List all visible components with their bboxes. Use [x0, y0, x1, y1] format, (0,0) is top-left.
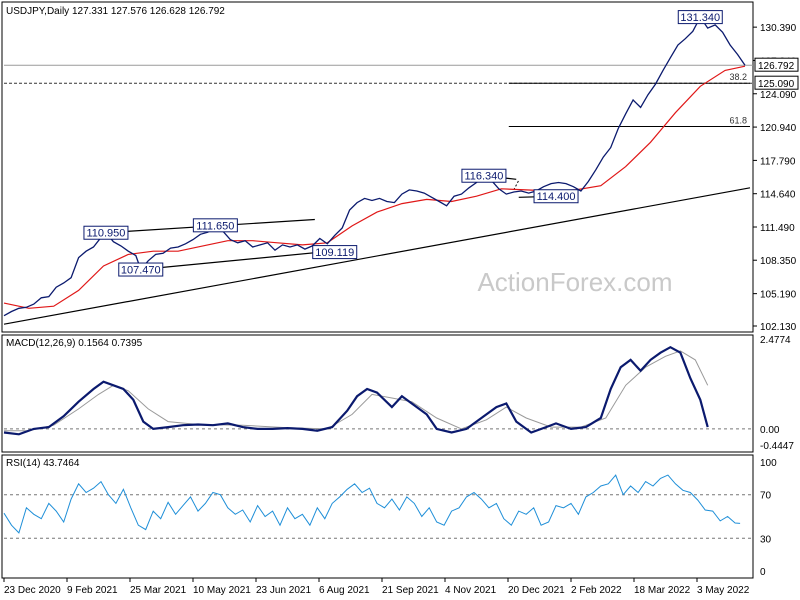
x-axis: 23 Dec 2020 9 Feb 2021 25 Mar 2021 10 May 2… — [3, 578, 750, 596]
x-tick-label: 18 Mar 2022 — [634, 585, 691, 596]
macd-group — [3, 345, 753, 436]
rsi-group — [3, 474, 753, 539]
rsi-y-tick-label: 0 — [760, 567, 766, 578]
x-tick-label: 2 Feb 2022 — [571, 585, 622, 596]
current-price-axis-label: 126.792 — [754, 57, 799, 72]
price-panel-title: USDJPY,Daily 127.331 127.576 126.628 126… — [6, 6, 225, 17]
current-price-axis-label-box — [754, 57, 799, 72]
level-label-111.650: 111.650 — [192, 218, 238, 233]
x-tick-label: 20 Dec 2021 — [508, 585, 565, 596]
price-panel-frame — [1, 1, 754, 333]
price-y-tick-label: 102.130 — [760, 322, 797, 333]
level-text: 116.340 — [464, 171, 503, 183]
rsi-line — [3, 474, 741, 534]
price-reference-lines: 38.2 61.8 — [4, 64, 753, 127]
price-level-labels: 110.950 107.470 111.650 109.119 116.340 114.4… — [83, 10, 723, 277]
macd-line — [3, 345, 709, 436]
x-tick-label: 6 Aug 2021 — [319, 585, 370, 596]
moving-average-line — [3, 65, 746, 309]
x-tick-label: 23 Dec 2020 — [4, 585, 61, 596]
price-y-tick-label: 124.090 — [760, 90, 797, 101]
fib-label-61.8: 61.8 — [729, 115, 747, 125]
macd-y-tick-label: 0.00 — [760, 425, 780, 436]
level-text: 114.400 — [537, 191, 576, 203]
price-y-tick-label: 108.350 — [760, 256, 797, 267]
level-text: 110.950 — [86, 228, 125, 240]
level-box — [312, 245, 358, 260]
level-axis-label-text: 125.090 — [758, 79, 795, 90]
level-box — [461, 168, 507, 183]
level-text: 109.119 — [315, 247, 354, 259]
x-tick-label: 10 May 2021 — [193, 585, 251, 596]
level-label-110.950: 110.950 — [83, 225, 129, 240]
rsi-y-axis: 100 70 30 0 — [760, 458, 777, 578]
macd-y-axis: 2.4774 0.00 -0.4447 — [760, 335, 794, 452]
macd-y-tick-label: -0.4447 — [760, 441, 794, 452]
price-y-tick-label: 114.640 — [760, 190, 796, 201]
rsi-y-tick-label: 30 — [760, 534, 772, 545]
watermark: ActionForex.com — [477, 267, 672, 297]
level-label-116.340: 116.340 — [461, 168, 507, 183]
level-box — [83, 225, 129, 240]
level-text: 107.470 — [121, 265, 161, 277]
long-term-support-trendline — [3, 187, 751, 325]
level-box — [118, 262, 164, 277]
macd-y-tick-label: 2.4774 — [760, 335, 791, 346]
x-tick-label: 9 Feb 2021 — [67, 585, 118, 596]
level-box — [677, 10, 723, 25]
current-price-axis-label-text: 126.792 — [758, 61, 795, 72]
x-tick-label: 25 Mar 2021 — [130, 585, 187, 596]
price-y-tick-label: 117.790 — [760, 156, 796, 167]
level-label-107.470: 107.470 — [118, 262, 164, 277]
level-label-114.400: 114.400 — [533, 189, 579, 204]
rsi-panel-frame — [1, 454, 754, 579]
price-line — [3, 15, 746, 317]
level-box — [192, 218, 238, 233]
rsi-y-tick-label: 70 — [760, 491, 772, 502]
macd-panel-title: MACD(12,26,9) 0.1564 0.7395 — [6, 338, 143, 349]
level-axis-label-box — [754, 75, 799, 90]
level-label-109.119: 109.119 — [312, 245, 358, 260]
price-y-tick-label: 130.390 — [760, 23, 797, 34]
level-text: 111.650 — [196, 220, 234, 232]
level-text: 131.340 — [680, 12, 720, 24]
level-axis-label: 125.090 — [754, 75, 799, 90]
level-box — [533, 189, 579, 204]
price-y-tick-label: 111.490 — [760, 223, 795, 234]
level-label-131.340: 131.340 — [677, 10, 723, 25]
price-y-tick-label: 120.940 — [760, 123, 797, 134]
x-tick-label: 3 May 2022 — [697, 585, 750, 596]
rsi-panel-title: RSI(14) 43.7464 — [6, 458, 80, 469]
price-y-axis: 102.130 105.190 108.350 111.490 114.640 117.7… — [753, 23, 799, 333]
x-tick-label: 21 Sep 2021 — [382, 585, 439, 596]
price-series-group — [3, 15, 746, 317]
price-y-tick-label: 105.190 — [760, 290, 797, 301]
breakout-dotted — [513, 180, 520, 191]
rsi-y-tick-label: 100 — [760, 458, 777, 469]
fib-label-38.2: 38.2 — [729, 72, 747, 82]
x-tick-label: 23 Jun 2021 — [256, 585, 311, 596]
x-tick-label: 4 Nov 2021 — [445, 585, 497, 596]
